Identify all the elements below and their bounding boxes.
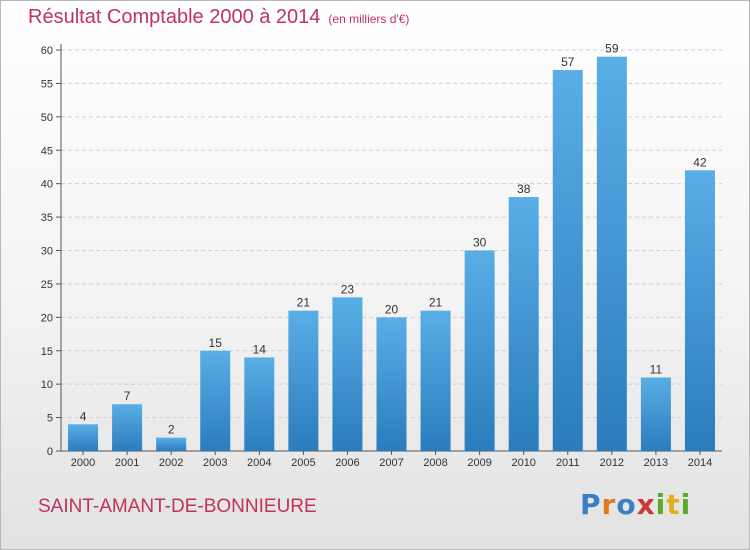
x-tick-label: 2001: [115, 457, 139, 469]
bar-value-label: 21: [297, 296, 311, 310]
bar-value-label: 7: [124, 389, 131, 403]
y-tick-label: 20: [41, 312, 53, 324]
logo-letter: o: [616, 488, 637, 521]
x-tick-label: 2002: [159, 457, 183, 469]
bar-value-label: 38: [517, 182, 531, 196]
x-tick-label: 2012: [600, 457, 624, 469]
y-tick-label: 10: [41, 379, 53, 391]
bar: [68, 424, 99, 451]
y-tick-label: 45: [41, 145, 53, 157]
bar: [684, 170, 715, 452]
x-tick-label: 2014: [688, 457, 712, 469]
bar-value-label: 23: [341, 282, 355, 296]
logo-letter: x: [636, 488, 656, 521]
bar-value-label: 4: [80, 409, 87, 423]
x-tick-label: 2007: [379, 457, 403, 469]
x-tick-label: 2003: [203, 457, 227, 469]
chart-title-text: Résultat Comptable 2000 à 2014: [28, 6, 321, 28]
y-tick-label: 25: [41, 279, 53, 291]
x-tick-label: 2000: [71, 457, 95, 469]
y-tick-label: 0: [47, 446, 53, 458]
y-tick-label: 60: [41, 45, 53, 57]
bar: [376, 317, 407, 451]
bar-value-label: 21: [429, 296, 443, 310]
commune-name: SAINT-AMANT-DE-BONNIEURE: [38, 496, 317, 517]
bar-value-label: 2: [168, 423, 175, 437]
y-tick-label: 55: [41, 78, 53, 90]
y-tick-label: 15: [41, 346, 53, 358]
bar: [112, 404, 143, 451]
y-tick-label: 50: [41, 112, 53, 124]
logo-letter: i: [655, 488, 667, 521]
logo-letter: i: [680, 488, 692, 521]
bar-value-label: 30: [473, 236, 487, 250]
bar: [200, 350, 231, 451]
bar: [244, 357, 275, 451]
chart-subtitle: (en milliers d'€): [328, 12, 410, 26]
logo-letter: t: [666, 488, 681, 521]
x-tick-label: 2004: [247, 457, 271, 469]
x-tick-label: 2011: [556, 457, 580, 469]
x-tick-label: 2008: [423, 457, 447, 469]
bar-value-label: 57: [561, 55, 575, 69]
bar: [596, 56, 627, 451]
bar: [156, 437, 187, 451]
bar: [508, 197, 539, 451]
bar-value-label: 20: [385, 302, 399, 316]
x-tick-label: 2009: [467, 457, 491, 469]
proxiti-logo: Proxiti: [580, 488, 691, 521]
y-tick-label: 5: [47, 413, 53, 425]
bar: [552, 70, 583, 452]
bar-value-label: 11: [650, 362, 663, 376]
logo-letter: r: [601, 488, 617, 521]
bar-value-label: 42: [693, 155, 707, 169]
y-tick-label: 40: [41, 179, 53, 191]
bar: [332, 297, 363, 451]
y-tick-label: 35: [41, 212, 53, 224]
x-tick-label: 2010: [511, 457, 535, 469]
bar-value-label: 59: [605, 42, 619, 56]
y-tick-label: 30: [41, 246, 53, 258]
bar-value-label: 14: [253, 342, 267, 356]
bar: [288, 310, 319, 451]
bar: [464, 250, 495, 451]
bar-value-label: 15: [209, 336, 223, 350]
bar: [420, 310, 451, 451]
x-tick-label: 2013: [644, 457, 668, 469]
chart-title: Résultat Comptable 2000 à 2014 (en millie…: [28, 6, 409, 29]
bar: [640, 377, 671, 451]
x-tick-label: 2006: [335, 457, 359, 469]
x-tick-label: 2005: [291, 457, 315, 469]
logo-letter: P: [580, 488, 602, 521]
